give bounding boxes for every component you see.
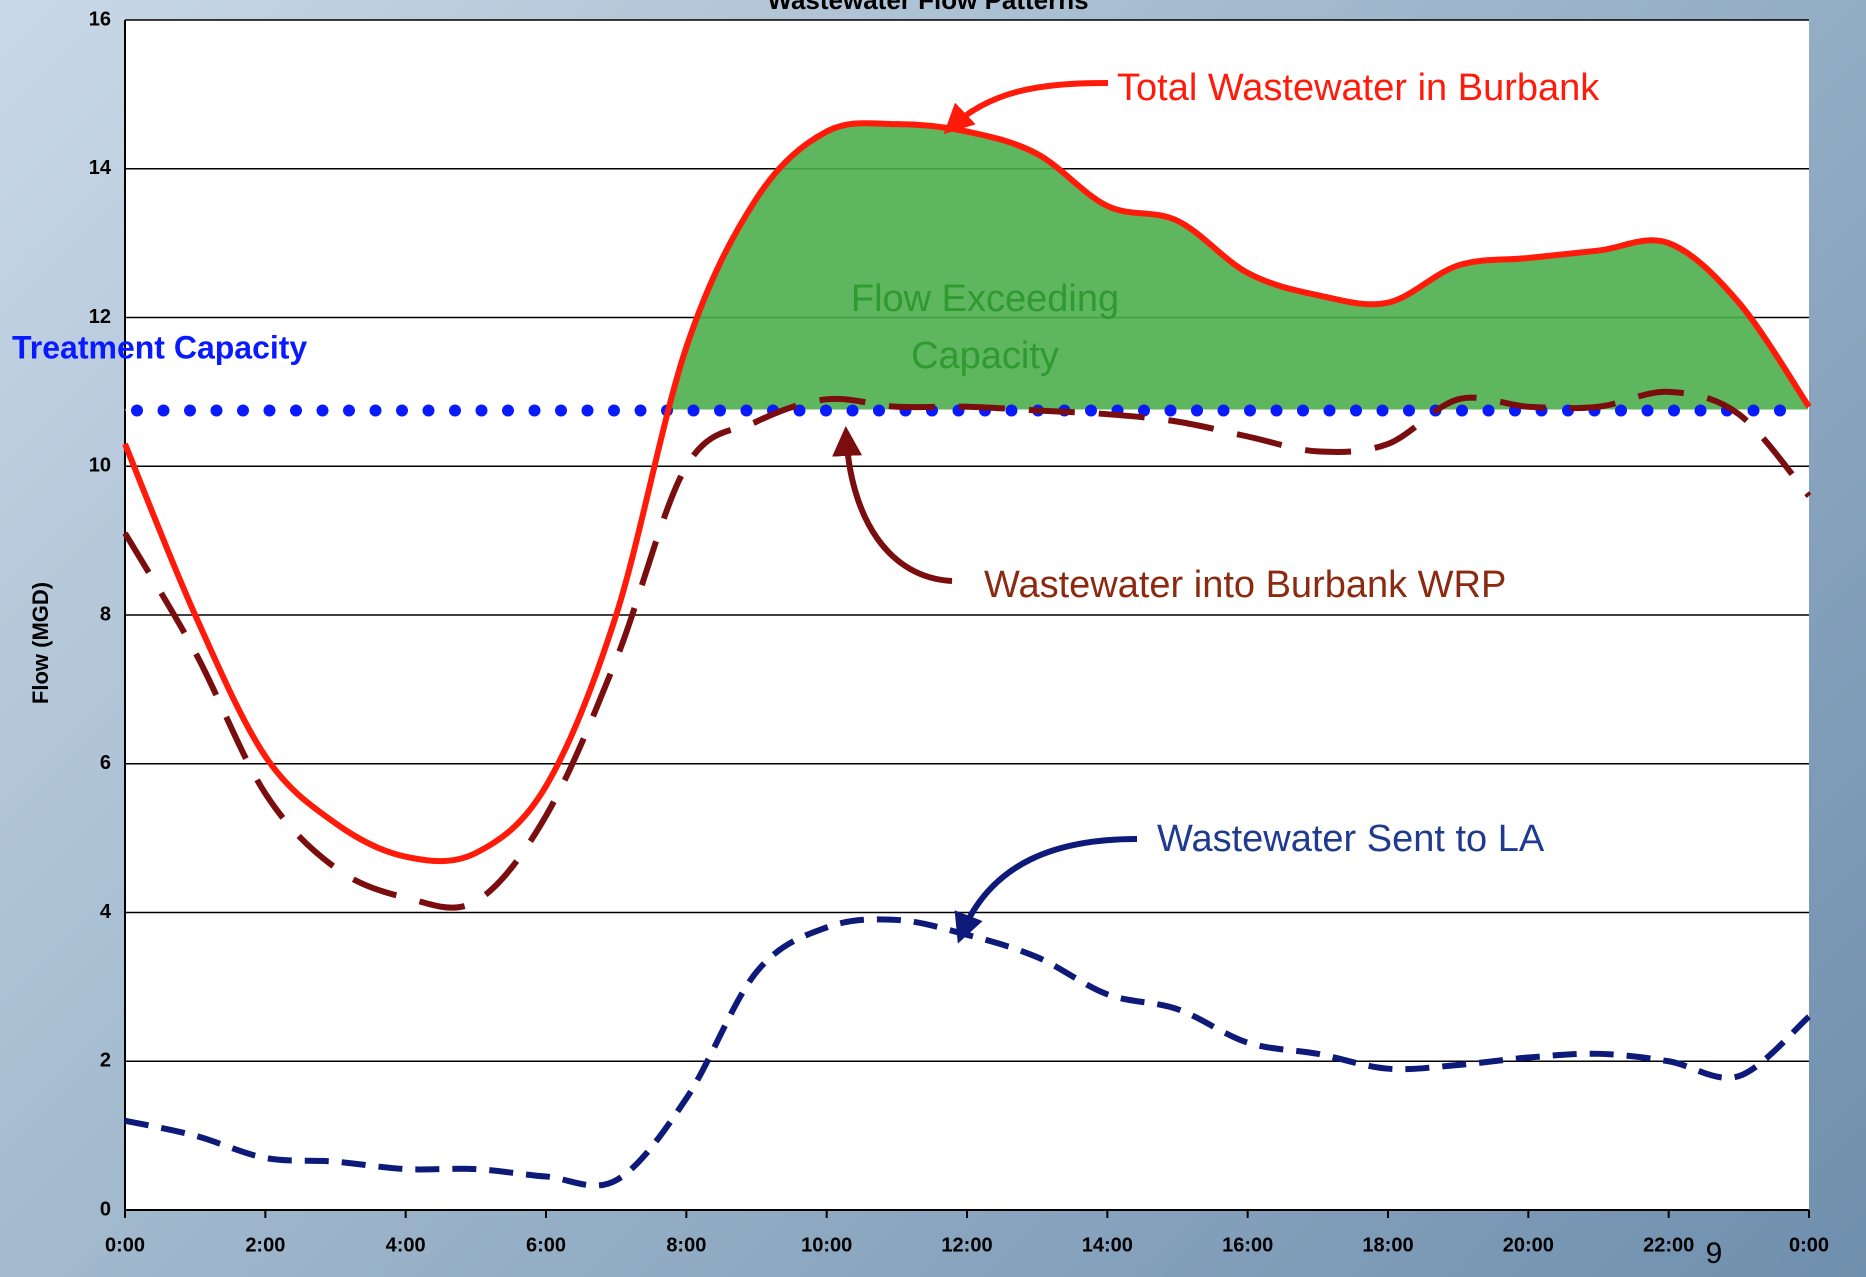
- x-tick-label: 16:00: [1222, 1234, 1273, 1256]
- x-tick-label: 0:00: [1789, 1234, 1829, 1256]
- arrow: [954, 836, 1138, 944]
- x-tick-label: 2:00: [245, 1234, 285, 1256]
- series-annotation: Wastewater into Burbank WRP: [984, 564, 1506, 606]
- x-tick-label: 4:00: [386, 1234, 426, 1256]
- y-tick-label: 12: [89, 306, 111, 328]
- x-tick-label: 22:00: [1643, 1234, 1694, 1256]
- series-annotation: Wastewater Sent to LA: [1157, 818, 1545, 860]
- chart-title: Wastewater Flow Patterns: [767, 0, 1088, 15]
- page-number: 9: [1706, 1237, 1723, 1270]
- x-tick-label: 14:00: [1082, 1234, 1133, 1256]
- series-line: [122, 120, 1812, 865]
- x-tick-label: 8:00: [666, 1234, 706, 1256]
- y-axis-label: Flow (MGD): [28, 582, 53, 704]
- arrow: [943, 80, 1109, 135]
- y-tick-label: 2: [100, 1050, 111, 1072]
- series-line: [124, 916, 1812, 1189]
- y-tick-label: 10: [89, 455, 111, 477]
- exceed-label: Capacity: [911, 335, 1059, 377]
- x-tick-label: 18:00: [1362, 1234, 1413, 1256]
- y-tick-label: 14: [89, 157, 112, 179]
- arrow: [832, 426, 953, 584]
- x-tick-label: 20:00: [1503, 1234, 1554, 1256]
- y-tick-label: 0: [100, 1198, 111, 1220]
- capacity-label: Treatment Capacity: [12, 329, 307, 365]
- exceed-label: Flow Exceeding: [851, 278, 1119, 320]
- y-tick-label: 6: [100, 752, 111, 774]
- x-tick-label: 10:00: [801, 1234, 852, 1256]
- y-tick-label: 16: [89, 8, 111, 30]
- series-line: [122, 388, 1812, 911]
- series-annotation: Total Wastewater in Burbank: [1117, 67, 1600, 109]
- x-tick-label: 12:00: [941, 1234, 992, 1256]
- y-tick-label: 8: [100, 603, 111, 625]
- x-tick-label: 6:00: [526, 1234, 566, 1256]
- x-tick-label: 0:00: [105, 1234, 145, 1256]
- y-tick-label: 4: [100, 901, 112, 923]
